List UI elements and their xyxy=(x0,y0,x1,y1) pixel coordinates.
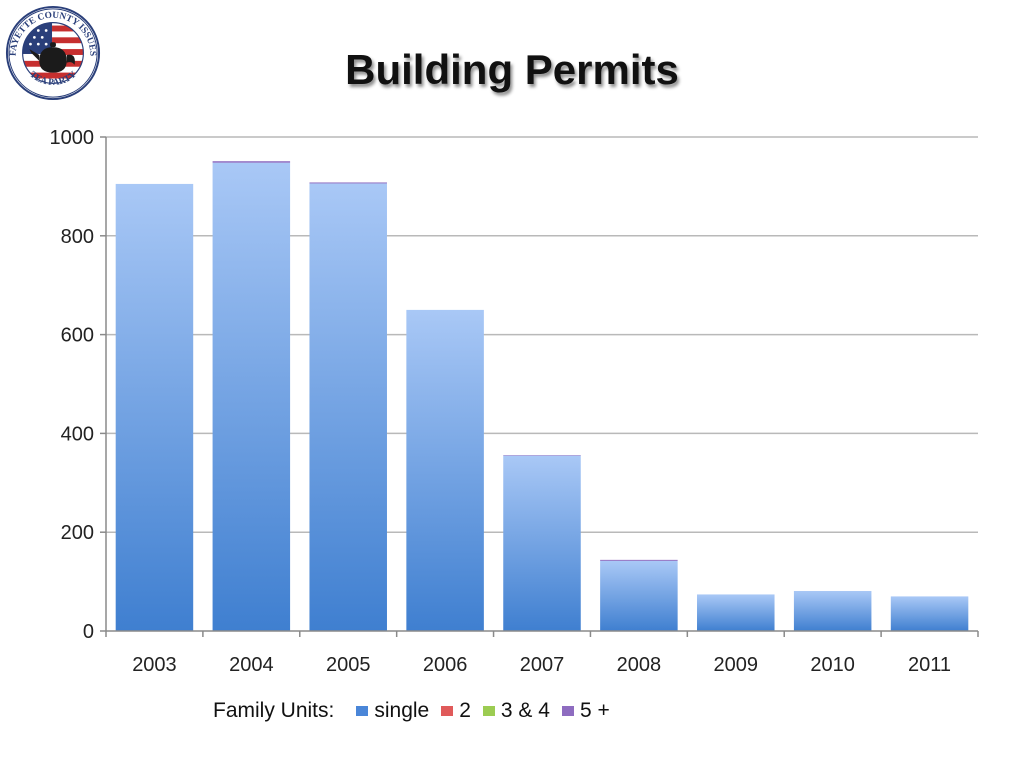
legend-label-5-plus: 5 + xyxy=(579,699,610,722)
legend-item-single: single xyxy=(356,699,429,723)
x-tick-label-2007: 2007 xyxy=(520,654,565,676)
x-tick-label-2008: 2008 xyxy=(617,654,662,676)
x-tick-label-2004: 2004 xyxy=(229,654,274,676)
tea-party-logo: FAYETTE COUNTY ISSUES TEA PARTY xyxy=(5,5,101,101)
legend-swatch-2 xyxy=(441,706,454,716)
bar-2007-single xyxy=(503,455,581,631)
bar-2011-single xyxy=(890,596,969,631)
y-tick-label-0: 0 xyxy=(83,621,94,643)
x-tick-label-2003: 2003 xyxy=(132,654,177,676)
x-tick-label-2011: 2011 xyxy=(908,654,951,676)
bar-2005-single xyxy=(309,183,387,631)
x-tick-label-2009: 2009 xyxy=(714,654,759,676)
legend-swatch-5-plus xyxy=(561,706,574,716)
bar-2003-single xyxy=(115,183,194,631)
bar-2008-5- xyxy=(600,559,678,561)
legend-item-2: 2 xyxy=(441,699,471,723)
bar-2004-single xyxy=(212,162,291,632)
axes: 0 200 400 600 800 1000 2003 2004 2005 2006 2007 200… xyxy=(50,127,979,676)
y-tick-label-400: 400 xyxy=(61,423,94,445)
legend-title: Family Units: xyxy=(213,699,335,722)
legend-label-3-and-4: 3 & 4 xyxy=(500,699,550,722)
y-tick-label-1000: 1000 xyxy=(50,127,95,149)
bar-2004-5- xyxy=(212,161,291,163)
bar-2010-single xyxy=(793,590,872,631)
y-tick-label-800: 800 xyxy=(61,226,94,248)
slide-title: Building Permits xyxy=(345,46,679,93)
x-tick-label-2010: 2010 xyxy=(810,654,855,676)
y-tick-label-600: 600 xyxy=(61,325,94,347)
x-tick-label-2005: 2005 xyxy=(326,654,371,676)
bar-2006-single xyxy=(406,309,484,631)
legend: Family Units: single 2 3 & 4 5 + xyxy=(213,697,622,725)
legend-label-2: 2 xyxy=(459,699,471,722)
bar-2009-single xyxy=(697,594,775,631)
bar-2007-5- xyxy=(503,455,581,456)
legend-swatch-3-and-4 xyxy=(482,706,495,716)
y-tick-label-200: 200 xyxy=(61,522,94,544)
legend-item-5-plus: 5 + xyxy=(561,699,610,723)
legend-label-single: single xyxy=(374,699,430,722)
legend-swatch-single xyxy=(356,706,369,716)
x-tick-label-2006: 2006 xyxy=(423,654,468,676)
bar-2008-single xyxy=(600,560,678,631)
legend-item-3-and-4: 3 & 4 xyxy=(482,699,550,723)
bar-2005-5- xyxy=(309,182,387,184)
bar-series xyxy=(115,161,969,632)
